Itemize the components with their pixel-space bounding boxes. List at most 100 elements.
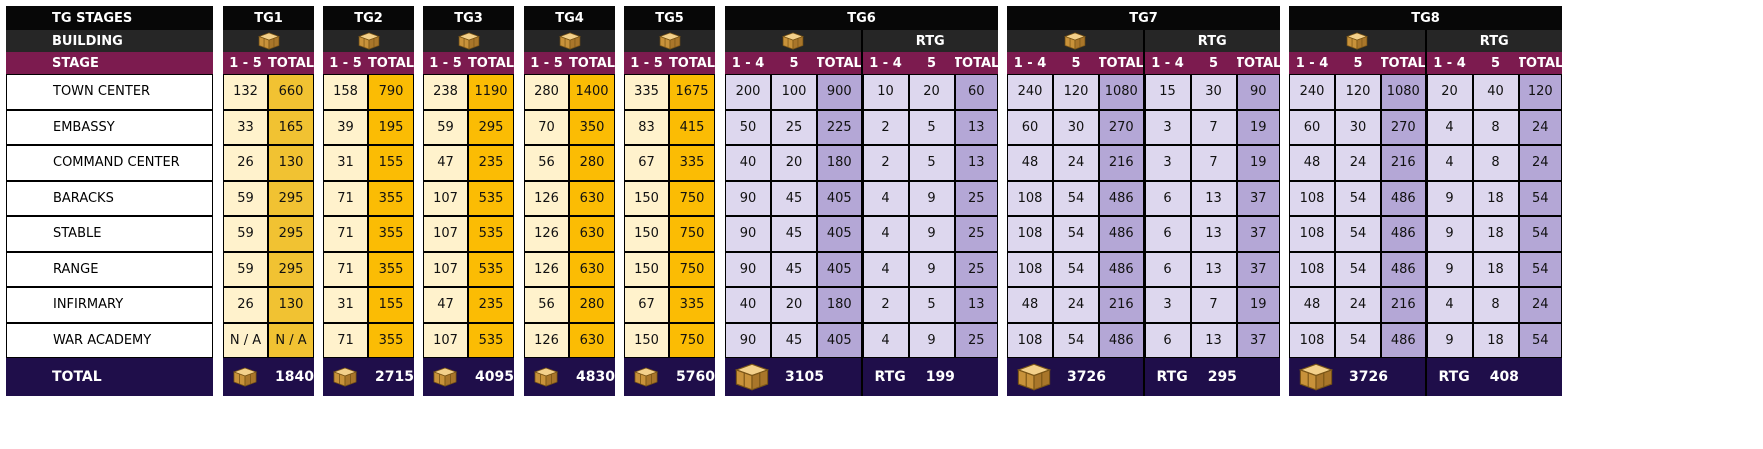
- stage-col-header: TOTAL: [1381, 52, 1427, 74]
- stage-col-header: 5: [1335, 52, 1381, 74]
- golden-crate-icon: [558, 32, 581, 50]
- total-cell: 195: [368, 109, 414, 145]
- rtg-total-label: RTG: [1438, 369, 1470, 385]
- value-cell: 216: [1381, 287, 1427, 323]
- value-cell: 5: [908, 287, 955, 323]
- range-cell: 71: [323, 216, 368, 252]
- rtg-total-cell: RTG 408: [1426, 358, 1562, 396]
- range-cell: N / A: [223, 322, 268, 358]
- tg-header-tg1: TG1: [223, 6, 314, 30]
- grand-total-value: 2715: [375, 369, 414, 385]
- value-cell: 13: [1190, 251, 1237, 287]
- stage-total-header: TOTAL: [669, 52, 715, 74]
- value-cell: 90: [1236, 74, 1280, 110]
- range-cell: 26: [223, 145, 268, 181]
- value-cell: 4: [862, 322, 909, 358]
- value-cell: 7: [1190, 109, 1237, 145]
- value-cell: 240: [1007, 74, 1053, 110]
- range-cell: 59: [223, 216, 268, 252]
- value-cell: 8: [1472, 145, 1519, 181]
- value-cell: 54: [1518, 180, 1562, 216]
- value-cell: 108: [1289, 251, 1335, 287]
- total-cell: 335: [669, 287, 715, 323]
- value-cell: 54: [1335, 216, 1381, 252]
- grand-total-cell: 3105: [725, 358, 863, 396]
- range-cell: 126: [524, 180, 569, 216]
- total-cell: 660: [268, 74, 314, 110]
- value-cell: 48: [1289, 145, 1335, 181]
- range-cell: 107: [423, 180, 468, 216]
- total-cell: 790: [368, 74, 414, 110]
- value-cell: 54: [1335, 251, 1381, 287]
- value-cell: 2: [862, 145, 909, 181]
- value-cell: 90: [725, 216, 771, 252]
- stage-col-header: 5: [1053, 52, 1099, 74]
- building-icon-cell: [423, 30, 514, 52]
- grand-total-value: 5760: [676, 369, 715, 385]
- stage-header: STAGE: [6, 52, 213, 74]
- value-cell: 9: [1426, 251, 1473, 287]
- range-cell: 83: [624, 109, 669, 145]
- value-cell: 24: [1518, 109, 1562, 145]
- golden-crate-icon: [1063, 32, 1086, 50]
- golden-crate-icon: [233, 367, 258, 387]
- grand-total-cell: 1840: [223, 358, 314, 396]
- golden-crate-icon: [257, 32, 280, 50]
- building-icon-cell: [1289, 30, 1427, 52]
- golden-crate-icon: [457, 32, 480, 50]
- value-cell: 900: [817, 74, 863, 110]
- value-cell: 18: [1472, 251, 1519, 287]
- value-cell: 90: [725, 251, 771, 287]
- value-cell: 108: [1007, 251, 1053, 287]
- value-cell: 1080: [1099, 74, 1145, 110]
- golden-crate-icon: [357, 32, 380, 50]
- total-cell: 335: [669, 145, 715, 181]
- range-cell: 26: [223, 287, 268, 323]
- building-label: COMMAND CENTER: [6, 145, 213, 181]
- value-cell: 25: [954, 251, 998, 287]
- golden-crate-icon: [534, 367, 559, 387]
- value-cell: 6: [1144, 322, 1191, 358]
- range-cell: 39: [323, 109, 368, 145]
- rtg-header: RTG: [862, 30, 998, 52]
- grand-total-cell: 3726: [1289, 358, 1427, 396]
- range-cell: 132: [223, 74, 268, 110]
- total-cell: 155: [368, 145, 414, 181]
- stage-total-header: TOTAL: [569, 52, 615, 74]
- value-cell: 48: [1007, 287, 1053, 323]
- value-cell: 24: [1335, 145, 1381, 181]
- value-cell: 30: [1053, 109, 1099, 145]
- value-cell: 108: [1007, 216, 1053, 252]
- value-cell: 30: [1190, 74, 1237, 110]
- range-cell: 71: [323, 251, 368, 287]
- grand-total-value: 3726: [1349, 369, 1388, 385]
- range-cell: 126: [524, 322, 569, 358]
- range-cell: 67: [624, 145, 669, 181]
- tg-header-tg2: TG2: [323, 6, 414, 30]
- grand-total-value: 3105: [785, 369, 824, 385]
- total-cell: 280: [569, 287, 615, 323]
- value-cell: 60: [1007, 109, 1053, 145]
- golden-crate-icon: [1017, 363, 1051, 391]
- value-cell: 54: [1518, 251, 1562, 287]
- tg-header-tg8: TG8: [1289, 6, 1562, 30]
- range-cell: 150: [624, 251, 669, 287]
- value-cell: 405: [817, 322, 863, 358]
- value-cell: 240: [1289, 74, 1335, 110]
- value-cell: 5: [908, 109, 955, 145]
- range-cell: 59: [223, 251, 268, 287]
- rtg-total-cell: RTG 199: [862, 358, 998, 396]
- value-cell: 4: [862, 180, 909, 216]
- value-cell: 9: [908, 251, 955, 287]
- value-cell: 486: [1099, 180, 1145, 216]
- total-cell: 355: [368, 216, 414, 252]
- value-cell: 18: [1472, 216, 1519, 252]
- total-label: TOTAL: [6, 358, 213, 396]
- total-cell: 535: [468, 251, 514, 287]
- building-icon-cell: [1007, 30, 1145, 52]
- value-cell: 90: [725, 322, 771, 358]
- total-cell: 130: [268, 287, 314, 323]
- total-cell: 235: [468, 145, 514, 181]
- value-cell: 3: [1144, 287, 1191, 323]
- value-cell: 486: [1099, 251, 1145, 287]
